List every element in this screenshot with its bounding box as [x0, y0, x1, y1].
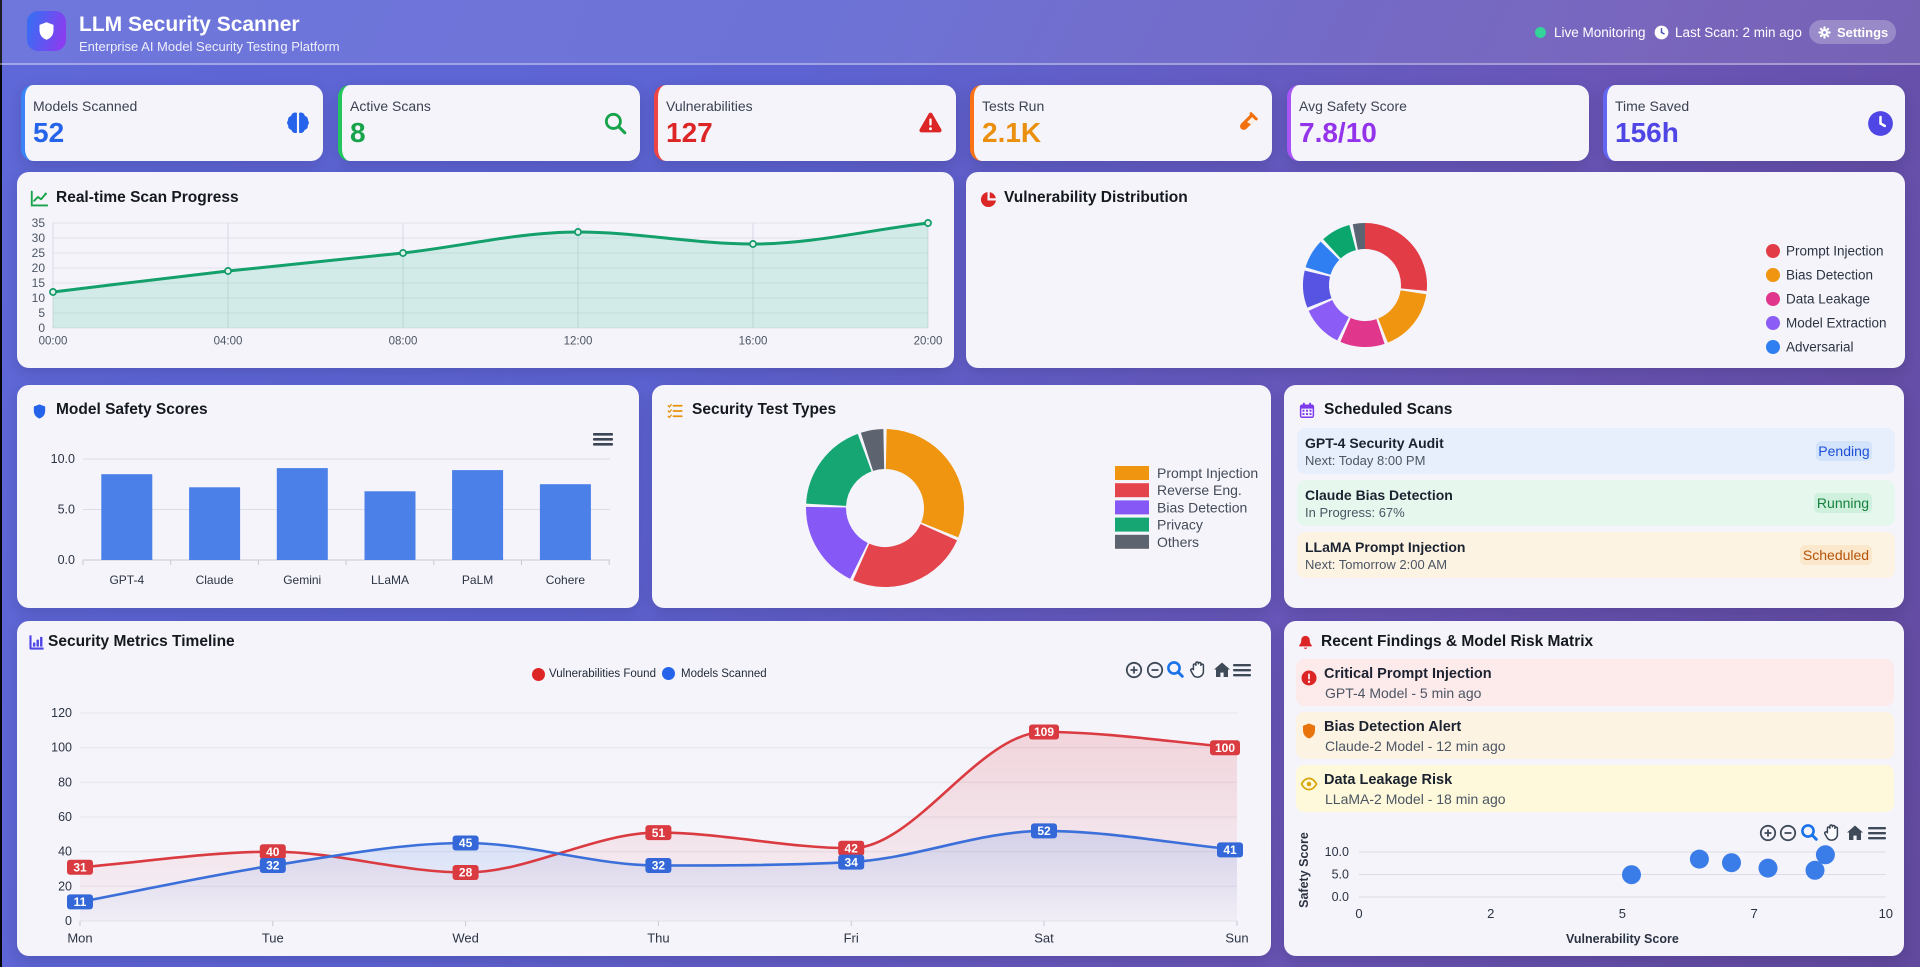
svg-text:100: 100: [51, 741, 72, 755]
svg-text:10: 10: [1879, 906, 1893, 921]
svg-text:0: 0: [1355, 906, 1362, 921]
svg-text:0: 0: [65, 914, 72, 928]
svg-text:Model Extraction: Model Extraction: [1786, 316, 1887, 331]
svg-text:08:00: 08:00: [389, 336, 418, 348]
svg-text:0.0: 0.0: [1332, 890, 1349, 904]
svg-text:Tue: Tue: [262, 931, 284, 946]
svg-text:30: 30: [32, 231, 46, 245]
svg-text:34: 34: [845, 855, 859, 869]
svg-text:5: 5: [38, 306, 45, 320]
svg-text:00:00: 00:00: [39, 336, 68, 348]
svg-text:32: 32: [652, 859, 666, 873]
svg-text:5.0: 5.0: [58, 503, 75, 517]
svg-text:0.0: 0.0: [58, 553, 75, 567]
svg-text:Vulnerability Score: Vulnerability Score: [1566, 932, 1679, 946]
svg-text:51: 51: [652, 826, 666, 840]
svg-text:11: 11: [74, 895, 87, 909]
svg-text:LLaMA: LLaMA: [371, 573, 409, 587]
svg-text:Safety Score: Safety Score: [1297, 832, 1311, 908]
svg-text:40: 40: [266, 845, 280, 859]
svg-text:Bias Detection: Bias Detection: [1157, 499, 1247, 515]
svg-text:Reverse Eng.: Reverse Eng.: [1157, 482, 1242, 498]
svg-text:31: 31: [73, 861, 87, 875]
svg-text:7: 7: [1750, 906, 1757, 921]
svg-text:25: 25: [32, 246, 46, 260]
svg-text:10: 10: [32, 291, 46, 305]
svg-text:Adversarial: Adversarial: [1786, 340, 1854, 355]
svg-text:Prompt Injection: Prompt Injection: [1157, 465, 1258, 481]
svg-text:41: 41: [1223, 843, 1237, 857]
svg-text:16:00: 16:00: [739, 336, 768, 348]
svg-text:28: 28: [459, 866, 473, 880]
svg-text:04:00: 04:00: [214, 336, 243, 348]
svg-text:60: 60: [58, 810, 72, 824]
svg-text:5.0: 5.0: [1332, 868, 1349, 882]
svg-text:32: 32: [266, 859, 280, 873]
svg-text:Bias Detection: Bias Detection: [1786, 268, 1873, 283]
svg-text:Thu: Thu: [647, 931, 669, 946]
svg-text:Gemini: Gemini: [283, 573, 321, 587]
svg-text:10.0: 10.0: [1325, 845, 1349, 859]
svg-text:Sat: Sat: [1034, 931, 1054, 946]
svg-text:45: 45: [459, 836, 473, 850]
svg-text:Wed: Wed: [452, 931, 479, 946]
svg-text:PaLM: PaLM: [462, 573, 493, 587]
svg-text:80: 80: [58, 775, 72, 789]
svg-text:52: 52: [1037, 824, 1051, 838]
svg-text:Others: Others: [1157, 534, 1199, 550]
svg-text:20: 20: [58, 879, 72, 893]
svg-text:35: 35: [32, 216, 46, 230]
svg-text:100: 100: [1215, 741, 1235, 755]
svg-text:2: 2: [1487, 906, 1494, 921]
svg-text:Mon: Mon: [67, 931, 92, 946]
svg-text:0: 0: [38, 321, 45, 335]
svg-text:Cohere: Cohere: [546, 573, 586, 587]
svg-text:Fri: Fri: [844, 931, 859, 946]
svg-text:5: 5: [1619, 906, 1626, 921]
svg-text:Data Leakage: Data Leakage: [1786, 292, 1870, 307]
svg-text:20:00: 20:00: [914, 336, 943, 348]
svg-text:12:00: 12:00: [564, 336, 593, 348]
svg-text:109: 109: [1034, 725, 1054, 739]
svg-text:Claude: Claude: [196, 573, 234, 587]
svg-text:Sun: Sun: [1225, 931, 1248, 946]
svg-text:40: 40: [58, 845, 72, 859]
svg-text:Privacy: Privacy: [1157, 517, 1203, 533]
svg-text:15: 15: [32, 276, 46, 290]
svg-text:Prompt Injection: Prompt Injection: [1786, 244, 1884, 259]
svg-text:42: 42: [845, 841, 859, 855]
svg-text:GPT-4: GPT-4: [109, 573, 144, 587]
svg-text:120: 120: [51, 706, 72, 720]
svg-text:20: 20: [32, 261, 46, 275]
svg-text:10.0: 10.0: [51, 452, 75, 466]
